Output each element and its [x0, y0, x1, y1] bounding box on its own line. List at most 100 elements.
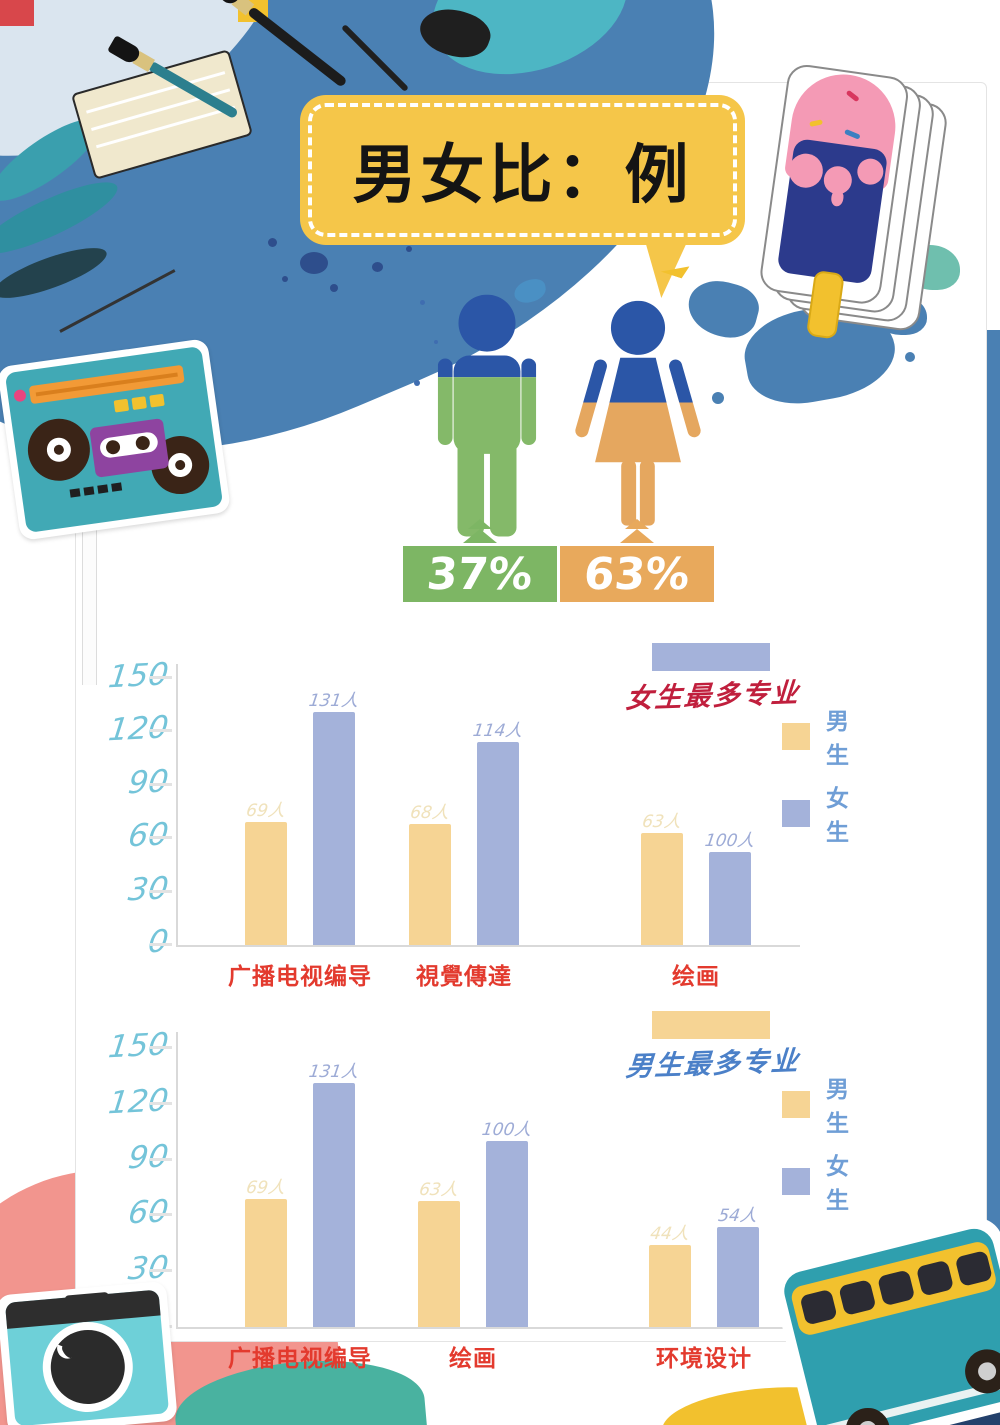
category-label: 視覺傳達: [416, 963, 512, 989]
bar-value-label: 69人: [244, 1177, 287, 1198]
bar-value-label: 63人: [417, 1179, 460, 1200]
bar-男生: [409, 823, 451, 945]
legend-label-male: 男生: [826, 708, 850, 768]
category-label: 环境设计: [656, 1345, 752, 1371]
x-axis-line: [176, 945, 800, 947]
axis-tick-mark: [150, 729, 172, 733]
category-label: 广播电视编导: [228, 963, 372, 989]
cassette-icon: [89, 418, 170, 478]
bar-男生: [418, 1200, 460, 1327]
bus-window: [954, 1250, 993, 1287]
bar-男生: [641, 832, 683, 945]
legend-item-female: 女生: [782, 779, 860, 847]
ink-speckle: [406, 246, 412, 252]
camera-sticker: [0, 1280, 178, 1425]
legend-label-female: 女生: [826, 1153, 850, 1213]
ink-speckle: [268, 238, 277, 247]
ink-speckle: [414, 380, 420, 386]
chart-title-highlight: [652, 643, 770, 671]
ink-speckle: [330, 284, 338, 292]
bar-value-label: 69人: [244, 801, 287, 822]
bar-女生: [313, 1083, 355, 1327]
boombox-key: [111, 482, 123, 492]
female-figure-icon: [573, 300, 703, 526]
category-label: 广播电视编导: [228, 1345, 372, 1371]
red-corner-accent: [0, 0, 34, 26]
axis-tick-mark: [150, 1213, 172, 1217]
axis-tick-mark: [150, 1269, 172, 1273]
boombox-key: [83, 486, 95, 496]
axis-tick-mark: [150, 943, 172, 946]
boombox-sticker: [0, 338, 232, 541]
legend-swatch-female: [782, 799, 811, 827]
legend-label-female: 女生: [826, 785, 850, 845]
popsicle-stick: [805, 269, 845, 340]
boombox-button: [113, 398, 130, 413]
bar-女生: [477, 742, 519, 945]
chart-most-girls: 女生最多专业 男生 女生 150 120 90 60 30 0 69人 131人 广播电视编导 6…: [106, 640, 860, 1010]
chart-legend: 男生 女生: [782, 1070, 860, 1224]
x-axis-line: [176, 1327, 810, 1329]
page-title: 男女比：例: [352, 139, 693, 213]
bar-value-label: 100人: [703, 831, 756, 852]
bus-window: [799, 1288, 838, 1326]
bar-男生: [245, 822, 287, 945]
legend-item-female: 女生: [782, 1147, 860, 1215]
axis-tick-mark: [150, 1101, 172, 1105]
bar-value-label: 114人: [471, 721, 524, 742]
title-bubble-border: 男女比：例: [308, 103, 737, 237]
ink-speckle: [434, 340, 438, 344]
legend-item-male: 男生: [782, 1070, 860, 1138]
boombox-knob: [13, 388, 27, 403]
axis-tick-mark: [150, 676, 172, 679]
category-label: 绘画: [449, 1345, 497, 1371]
bar-女生: [486, 1141, 528, 1327]
boombox-stick: [82, 520, 97, 685]
axis-tick-mark: [150, 1046, 172, 1049]
y-axis-line: [176, 664, 178, 947]
speaker-icon: [23, 414, 94, 485]
axis-tick-mark: [150, 836, 172, 840]
axis-tick-mark: [150, 782, 172, 786]
category-label: 绘画: [672, 963, 720, 989]
male-percent-value: 37%: [425, 548, 535, 600]
boombox-key: [97, 484, 109, 494]
boombox-body: [4, 346, 224, 533]
ink-speckle: [300, 252, 328, 274]
axis-tick-mark: [150, 1157, 172, 1161]
bar-value-label: 100人: [480, 1120, 533, 1140]
ink-speckle: [282, 276, 288, 282]
legend-label-male: 男生: [826, 1076, 850, 1136]
bar-value-label: 68人: [408, 802, 451, 823]
blue-ink-dot: [712, 392, 724, 404]
legend-item-male: 男生: [782, 702, 860, 770]
bus-window: [838, 1279, 877, 1316]
bar-女生: [709, 852, 751, 945]
bar-value-label: 131人: [307, 690, 360, 711]
axis-tick-mark: [150, 889, 172, 893]
male-percent-bar: 37%: [403, 546, 557, 602]
female-percent-bar: 63%: [560, 546, 714, 602]
male-arrow-icon: [468, 519, 492, 529]
bar-女生: [313, 711, 355, 945]
title-bubble: 男女比：例: [300, 95, 745, 245]
legend-swatch-female: [782, 1167, 811, 1195]
bar-男生: [245, 1198, 287, 1327]
ink-speckle: [372, 262, 383, 272]
legend-swatch-male: [782, 722, 811, 750]
bar-value-label: 131人: [307, 1062, 360, 1083]
bar-男生: [649, 1245, 691, 1327]
bar-女生: [717, 1226, 759, 1327]
chart-legend: 男生 女生: [782, 702, 860, 856]
boombox-button: [131, 396, 147, 411]
boombox-key: [69, 488, 81, 498]
legend-swatch-male: [782, 1090, 811, 1118]
y-axis-line: [176, 1032, 178, 1329]
blue-ink-dot: [905, 352, 915, 362]
chart-most-boys: 男生最多专业 男生 女生 150120906030069人131人广播电视编导6…: [106, 1008, 860, 1398]
male-figure-icon: [437, 294, 537, 537]
bar-value-label: 54人: [716, 1205, 759, 1226]
female-percent-value: 63%: [582, 548, 692, 600]
bus-window: [915, 1259, 955, 1297]
